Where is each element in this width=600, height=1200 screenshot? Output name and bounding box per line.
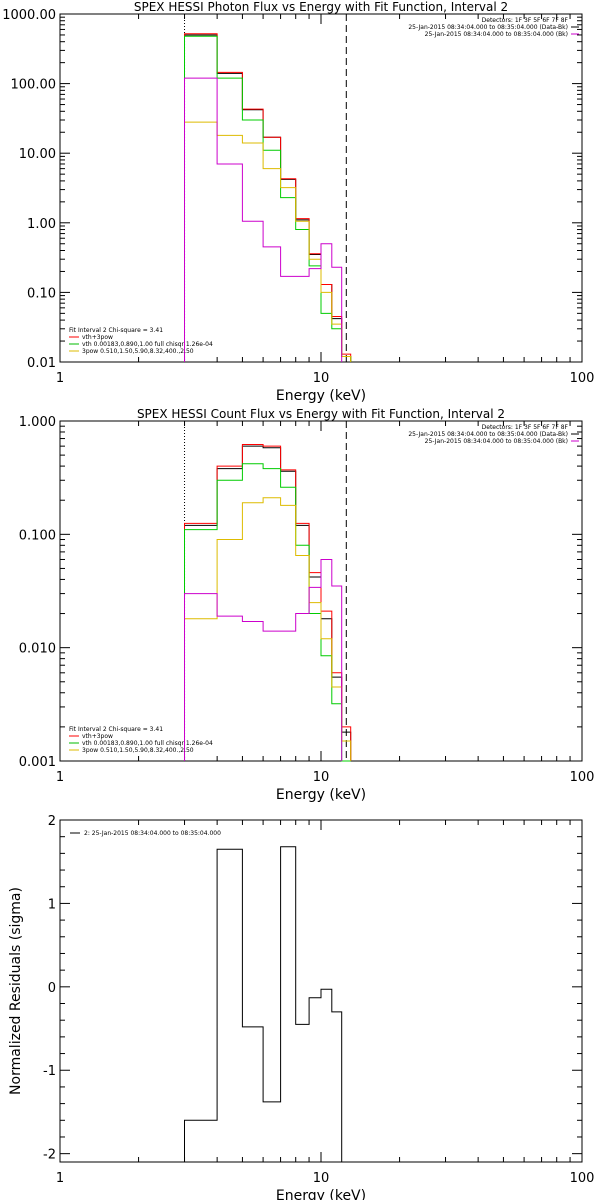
y-tick-label: 1.000 bbox=[19, 415, 56, 430]
x-axis-label: Energy (keV) bbox=[276, 787, 366, 803]
series-3-line bbox=[184, 35, 352, 362]
info-left-line: vth+3pow bbox=[82, 334, 113, 341]
x-tick-label: 1 bbox=[56, 770, 64, 785]
x-tick-label: 10 bbox=[313, 371, 330, 386]
y-tick-label: 0.100 bbox=[19, 528, 56, 543]
y-tick-label: 0.001 bbox=[19, 755, 56, 770]
info-left-line: 3pow 0.510,1.50,5.90,8.32,400.,2.50 bbox=[82, 747, 194, 754]
x-tick-label: 1 bbox=[56, 371, 64, 386]
series-3-line bbox=[184, 463, 351, 762]
y-tick-label: 100.00 bbox=[11, 78, 57, 93]
legend-entry: 2: 25-Jan-2015 08:34:04.000 to 08:35:04.… bbox=[84, 830, 221, 837]
y-tick-label: 0.01 bbox=[27, 356, 56, 371]
x-axis-label: Energy (keV) bbox=[276, 1188, 366, 1200]
y-tick-label: 0.10 bbox=[27, 286, 56, 301]
x-tick-label: 10 bbox=[313, 770, 330, 785]
chart-panel-3: 1 10 100 Energy (keV) -2 -1 0 1 2 Normalized Resi… bbox=[8, 814, 594, 1200]
info-left-line: vth 0.00183,0.890,1.00 full chisqr 1.26e… bbox=[82, 341, 213, 348]
info-left-line: 3pow 0.510,1.50,5.90,8.32,400.,2.50 bbox=[82, 348, 194, 355]
x-tick-label: 100 bbox=[570, 1171, 595, 1186]
series-1-line bbox=[184, 846, 343, 1162]
series-2-line bbox=[184, 33, 352, 362]
chart-panel-2: SPEX HESSI Count Flux vs Energy with Fit… bbox=[19, 407, 595, 803]
y-tick-label: 0.010 bbox=[19, 642, 56, 657]
y-tick-label: 1.00 bbox=[27, 217, 56, 232]
chart-title: SPEX HESSI Count Flux vs Energy with Fit… bbox=[137, 407, 505, 421]
info-right-line: 25-Jan-2015 08:34:04.000 to 08:35:04.000… bbox=[425, 31, 568, 38]
info-right-line: 25-Jan-2015 08:34:04.000 to 08:35:04.000… bbox=[408, 24, 568, 31]
info-left-line: Fit Interval 2 Chi-square = 3.41 bbox=[69, 726, 163, 733]
info-left-line: vth+3pow bbox=[82, 733, 113, 740]
series-1-line bbox=[184, 445, 352, 761]
x-tick-label: 100 bbox=[570, 770, 595, 785]
y-tick-label: 0 bbox=[48, 981, 56, 996]
y-tick-label: 1 bbox=[48, 897, 56, 912]
y-tick-label: 10.00 bbox=[19, 147, 56, 162]
series-5-line bbox=[184, 559, 343, 761]
chart-title: SPEX HESSI Photon Flux vs Energy with Fi… bbox=[134, 0, 508, 14]
info-right-line: 25-Jan-2015 08:34:04.000 to 08:35:04.000… bbox=[408, 431, 568, 438]
info-right-line: 25-Jan-2015 08:34:04.000 to 08:35:04.000… bbox=[425, 438, 568, 445]
series-4-line bbox=[184, 497, 352, 761]
y-tick-label: 2 bbox=[48, 814, 56, 829]
series-4-line bbox=[184, 121, 352, 362]
x-tick-label: 1 bbox=[56, 1171, 64, 1186]
x-tick-label: 10 bbox=[313, 1171, 330, 1186]
y-axis-label: Normalized Residuals (sigma) bbox=[8, 887, 24, 1095]
y-tick-label: -2 bbox=[43, 1148, 56, 1163]
x-axis-label: Energy (keV) bbox=[276, 388, 366, 404]
info-right-line: Detectors: 1F 3F 5F 6F 7F 8F bbox=[482, 17, 569, 24]
series-2-line bbox=[184, 444, 352, 761]
info-left-line: vth 0.00183,0.890,1.00 full chisqr 1.26e… bbox=[82, 740, 213, 747]
y-tick-label: -1 bbox=[43, 1064, 56, 1079]
y-tick-label: 1000.00 bbox=[2, 8, 56, 23]
info-right-line: Detectors: 1F 3F 5F 6F 7F 8F bbox=[482, 424, 569, 431]
series-5-line bbox=[184, 77, 343, 362]
info-left-line: Fit Interval 2 Chi-square = 3.41 bbox=[69, 327, 163, 334]
chart-panel-1: SPEX HESSI Photon Flux vs Energy with Fi… bbox=[2, 0, 594, 404]
x-tick-label: 100 bbox=[570, 371, 595, 386]
